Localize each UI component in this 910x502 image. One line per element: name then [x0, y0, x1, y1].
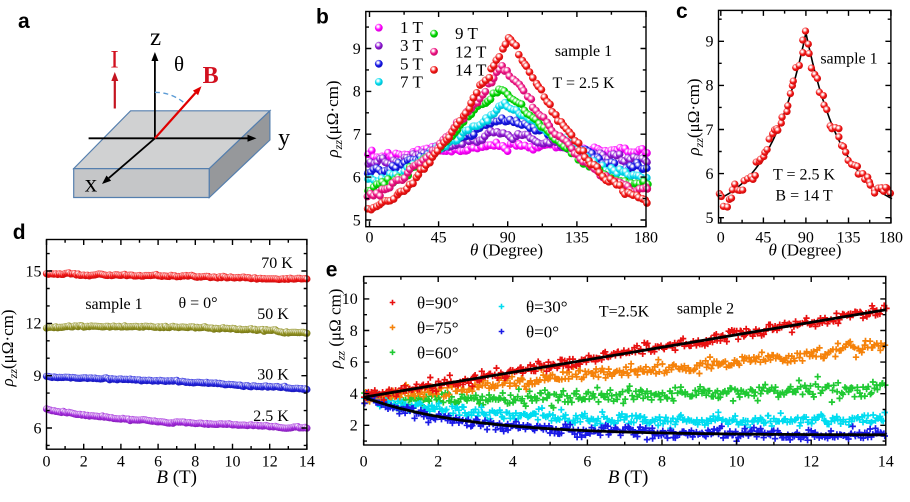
svg-text:y: y	[278, 125, 290, 151]
svg-text:e: e	[326, 258, 338, 281]
svg-text:2: 2	[434, 454, 442, 471]
svg-text:5 T: 5 T	[400, 54, 423, 73]
svg-text:sample 1: sample 1	[555, 43, 612, 60]
svg-text:135: 135	[565, 230, 589, 247]
svg-text:x: x	[85, 170, 98, 197]
svg-text:4: 4	[350, 386, 358, 403]
svg-text:6: 6	[706, 166, 714, 183]
svg-text:10: 10	[342, 291, 358, 308]
svg-text:12: 12	[803, 454, 819, 471]
svg-text:B (T): B (T)	[608, 467, 649, 488]
svg-text:B: B	[203, 63, 219, 89]
svg-text:θ (Degree): θ (Degree)	[768, 241, 841, 260]
svg-text:8: 8	[350, 323, 358, 340]
svg-text:180: 180	[879, 230, 903, 247]
svg-text:2: 2	[80, 454, 88, 471]
svg-text:θ=90°: θ=90°	[417, 294, 459, 313]
svg-text:6: 6	[154, 454, 162, 471]
svg-text:θ=30°: θ=30°	[526, 298, 568, 317]
svg-text:12 T: 12 T	[455, 42, 487, 61]
svg-text:12: 12	[26, 316, 42, 333]
svg-text:0: 0	[360, 454, 368, 471]
svg-text:6: 6	[353, 169, 361, 186]
svg-text:T = 2.5 K: T = 2.5 K	[773, 167, 836, 184]
svg-text:B (T): B (T)	[156, 467, 197, 488]
svg-text:2.5 K: 2.5 K	[253, 408, 289, 425]
svg-text:15: 15	[26, 263, 42, 280]
svg-text:50 K: 50 K	[257, 306, 289, 323]
svg-text:θ = 0°: θ = 0°	[178, 295, 217, 312]
svg-text:4: 4	[117, 454, 125, 471]
svg-text:θ: θ	[174, 52, 184, 76]
svg-text:10: 10	[225, 454, 241, 471]
svg-text:8: 8	[353, 84, 361, 101]
svg-text:14: 14	[299, 454, 315, 471]
svg-text:c: c	[676, 0, 688, 23]
svg-text:4: 4	[509, 454, 517, 471]
svg-text:θ=60°: θ=60°	[417, 343, 459, 362]
svg-text:θ=0°: θ=0°	[526, 323, 559, 342]
svg-text:θ=75°: θ=75°	[417, 318, 459, 337]
svg-text:B = 14 T: B = 14 T	[775, 188, 832, 205]
svg-text:9 T: 9 T	[455, 24, 478, 43]
svg-text:2: 2	[350, 418, 358, 435]
svg-text:ρzz(μΩ·cm): ρzz(μΩ·cm)	[684, 78, 706, 156]
svg-text:180: 180	[634, 230, 658, 247]
svg-text:45: 45	[431, 230, 447, 247]
svg-text:6: 6	[583, 454, 591, 471]
svg-text:0: 0	[717, 230, 725, 247]
svg-text:9: 9	[706, 34, 714, 51]
svg-text:θ (Degree): θ (Degree)	[470, 241, 543, 260]
svg-text:d: d	[13, 221, 26, 244]
svg-text:T = 2.5 K: T = 2.5 K	[552, 75, 615, 92]
svg-text:I: I	[110, 46, 118, 73]
svg-text:8: 8	[191, 454, 199, 471]
svg-text:a: a	[18, 10, 30, 33]
svg-text:ρzz (μΩ cm): ρzz (μΩ cm)	[326, 289, 348, 370]
svg-text:135: 135	[837, 230, 861, 247]
svg-text:z: z	[150, 24, 161, 51]
svg-text:ρzz(μΩ·cm): ρzz(μΩ·cm)	[0, 309, 20, 387]
svg-text:9: 9	[353, 41, 361, 58]
svg-text:3 T: 3 T	[400, 36, 423, 55]
svg-text:5: 5	[706, 210, 714, 227]
svg-text:30 K: 30 K	[257, 367, 289, 384]
svg-text:14 T: 14 T	[455, 60, 487, 79]
svg-text:6: 6	[34, 420, 42, 437]
svg-text:7 T: 7 T	[400, 72, 423, 91]
svg-text:0: 0	[43, 454, 51, 471]
svg-text:sample 1: sample 1	[85, 296, 142, 313]
svg-text:0: 0	[366, 230, 374, 247]
svg-text:45: 45	[755, 230, 771, 247]
svg-text:90: 90	[798, 230, 814, 247]
svg-text:sample 2: sample 2	[677, 301, 734, 318]
svg-text:sample 1: sample 1	[820, 51, 877, 68]
svg-text:T=2.5K: T=2.5K	[599, 304, 650, 321]
svg-text:7: 7	[353, 127, 361, 144]
svg-text:b: b	[316, 6, 329, 29]
svg-text:70 K: 70 K	[261, 255, 293, 272]
svg-text:9: 9	[34, 368, 42, 385]
svg-text:6: 6	[350, 354, 358, 371]
svg-text:5: 5	[353, 212, 361, 229]
svg-text:ρzz(μΩ·cm): ρzz(μΩ·cm)	[323, 80, 345, 158]
svg-text:12: 12	[262, 454, 278, 471]
svg-text:7: 7	[706, 122, 714, 139]
svg-text:8: 8	[658, 454, 666, 471]
svg-text:1 T: 1 T	[400, 18, 423, 37]
svg-text:90: 90	[500, 230, 516, 247]
svg-text:14: 14	[878, 454, 894, 471]
svg-text:8: 8	[706, 78, 714, 95]
svg-text:10: 10	[729, 454, 745, 471]
